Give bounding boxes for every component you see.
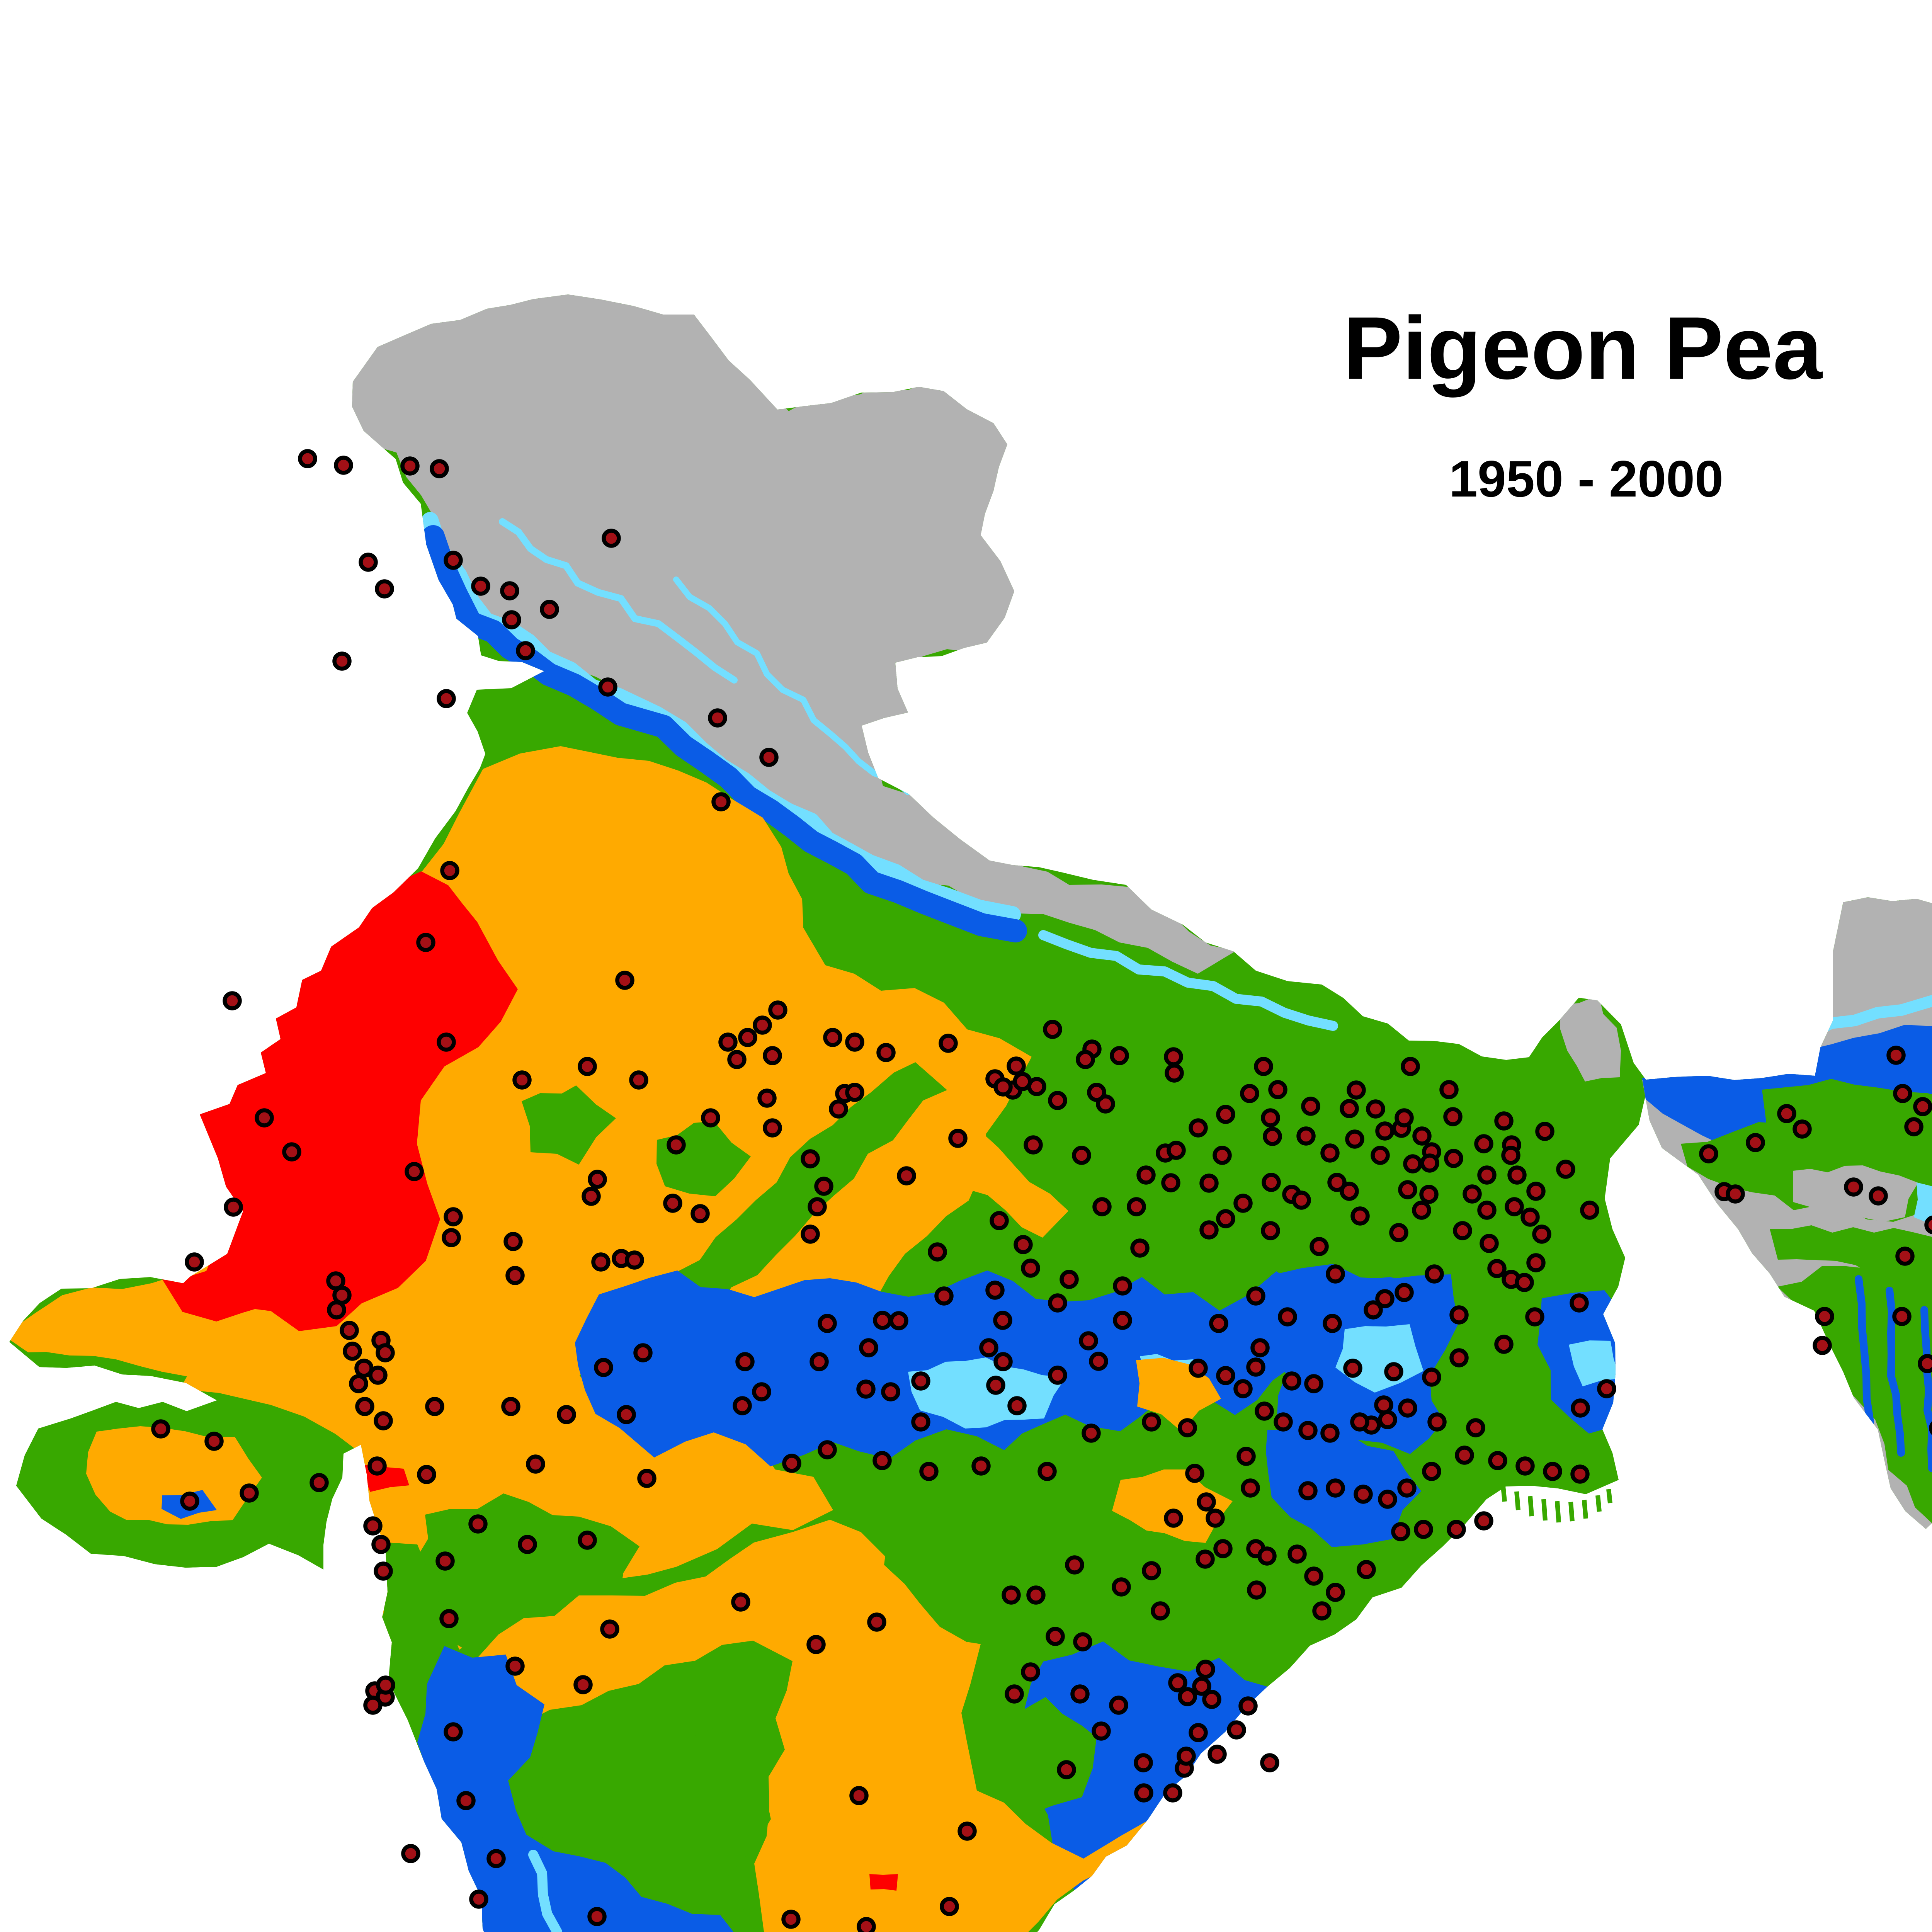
svg-text:Pigeon Pea: Pigeon Pea: [1343, 298, 1823, 398]
svg-text:1950 - 2000: 1950 - 2000: [1449, 451, 1723, 508]
